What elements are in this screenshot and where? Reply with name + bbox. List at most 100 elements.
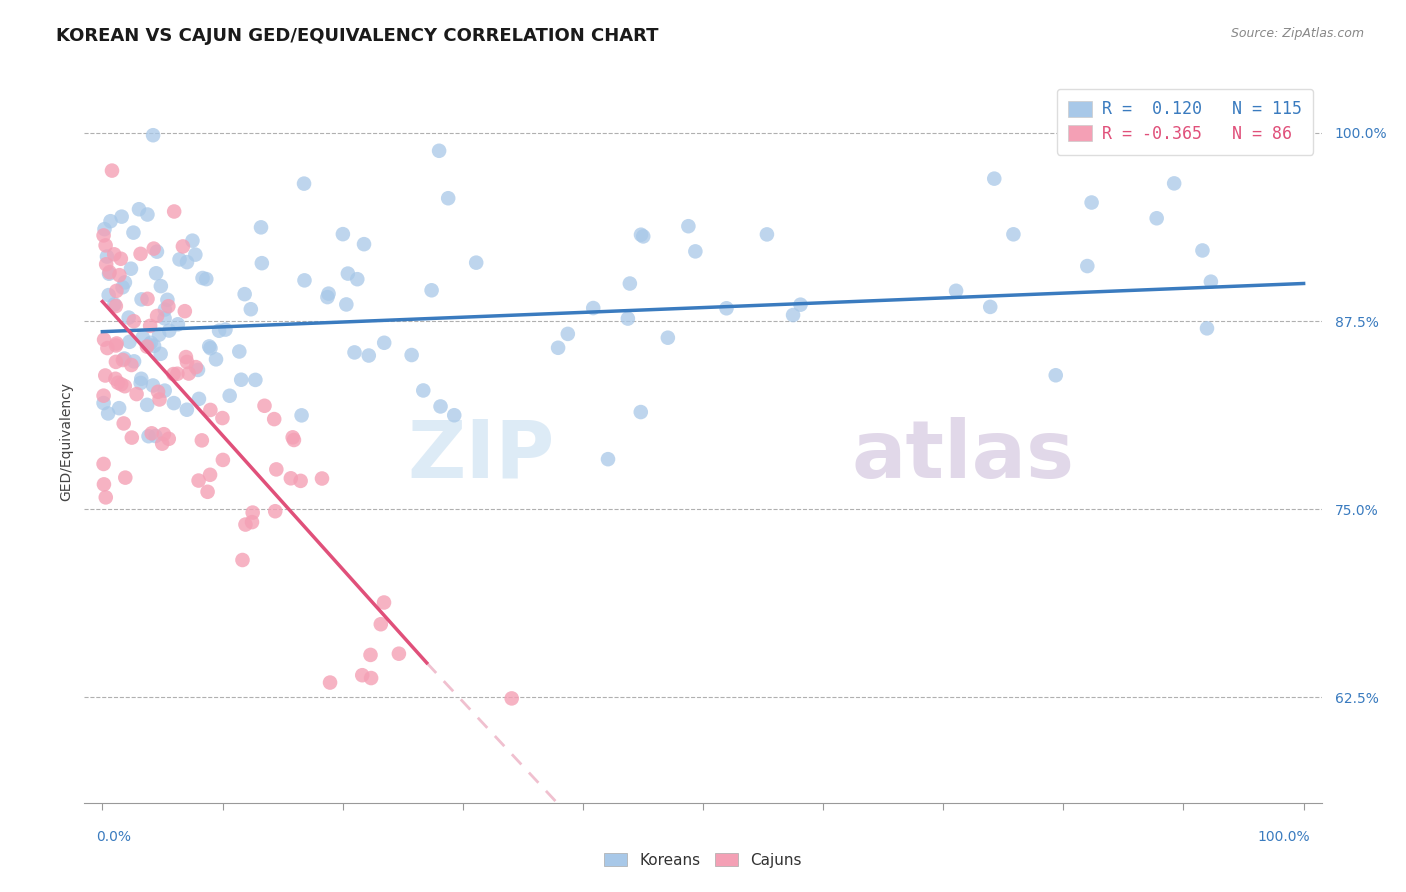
Point bbox=[176, 255, 198, 269]
Point bbox=[1146, 211, 1168, 226]
Point bbox=[630, 227, 652, 242]
Point bbox=[357, 349, 380, 363]
Point bbox=[461, 803, 484, 817]
Point bbox=[332, 227, 354, 241]
Point bbox=[427, 144, 450, 158]
Point bbox=[353, 237, 375, 252]
Point bbox=[97, 288, 120, 302]
Point bbox=[149, 279, 172, 293]
Point bbox=[93, 477, 115, 491]
Point bbox=[104, 372, 127, 386]
Point bbox=[218, 389, 240, 403]
Point bbox=[148, 327, 170, 342]
Point bbox=[191, 434, 214, 448]
Point bbox=[420, 283, 443, 297]
Point bbox=[1195, 321, 1218, 335]
Point bbox=[208, 324, 231, 338]
Point bbox=[104, 355, 127, 369]
Point bbox=[176, 402, 198, 417]
Point bbox=[142, 378, 165, 392]
Point bbox=[242, 506, 264, 520]
Point bbox=[104, 299, 127, 313]
Point bbox=[98, 265, 121, 279]
Point bbox=[685, 244, 707, 259]
Point bbox=[94, 368, 117, 383]
Point bbox=[93, 228, 115, 243]
Point bbox=[184, 247, 207, 261]
Point bbox=[292, 177, 315, 191]
Point bbox=[235, 517, 257, 532]
Point bbox=[198, 339, 221, 353]
Point bbox=[214, 322, 236, 336]
Point bbox=[162, 367, 184, 381]
Point bbox=[176, 355, 198, 369]
Point bbox=[187, 474, 209, 488]
Point bbox=[637, 803, 659, 817]
Point bbox=[352, 668, 374, 682]
Point bbox=[108, 401, 131, 416]
Point bbox=[716, 301, 738, 316]
Point bbox=[283, 433, 305, 447]
Point bbox=[803, 803, 825, 817]
Point bbox=[111, 353, 134, 368]
Point bbox=[1199, 275, 1222, 289]
Point bbox=[360, 671, 382, 685]
Point bbox=[782, 308, 804, 322]
Point bbox=[290, 474, 312, 488]
Point bbox=[316, 290, 339, 304]
Point bbox=[112, 351, 135, 366]
Point bbox=[122, 314, 145, 328]
Point bbox=[163, 396, 186, 410]
Point bbox=[233, 287, 256, 301]
Point bbox=[94, 491, 117, 505]
Point bbox=[172, 239, 194, 253]
Point bbox=[94, 238, 117, 252]
Point bbox=[138, 429, 160, 443]
Point bbox=[108, 268, 131, 282]
Point bbox=[319, 675, 342, 690]
Point bbox=[136, 340, 159, 354]
Point bbox=[412, 384, 434, 398]
Point bbox=[136, 292, 159, 306]
Point bbox=[131, 293, 153, 307]
Point bbox=[373, 335, 395, 350]
Point bbox=[373, 595, 395, 609]
Point bbox=[156, 293, 179, 307]
Point bbox=[111, 210, 134, 224]
Point bbox=[98, 267, 121, 281]
Point bbox=[617, 311, 640, 326]
Point bbox=[1002, 227, 1025, 242]
Point bbox=[294, 273, 316, 287]
Point bbox=[120, 261, 142, 276]
Point bbox=[93, 457, 115, 471]
Point bbox=[264, 504, 287, 518]
Point bbox=[657, 331, 679, 345]
Point bbox=[263, 412, 285, 426]
Point bbox=[96, 257, 118, 271]
Point bbox=[103, 247, 125, 261]
Point bbox=[110, 377, 132, 392]
Point bbox=[582, 301, 605, 315]
Point bbox=[212, 453, 235, 467]
Point bbox=[211, 411, 233, 425]
Point bbox=[177, 367, 200, 381]
Point bbox=[146, 384, 169, 399]
Point bbox=[145, 429, 167, 443]
Point bbox=[437, 191, 460, 205]
Point bbox=[157, 299, 180, 313]
Point bbox=[157, 324, 180, 338]
Point bbox=[195, 272, 218, 286]
Point bbox=[128, 202, 150, 217]
Legend: R =  0.120   N = 115, R = -0.365   N = 86: R = 0.120 N = 115, R = -0.365 N = 86 bbox=[1057, 88, 1313, 154]
Point bbox=[200, 403, 222, 417]
Point bbox=[346, 272, 368, 286]
Point bbox=[1045, 368, 1067, 383]
Point bbox=[111, 280, 134, 294]
Point bbox=[114, 379, 136, 393]
Point bbox=[240, 515, 263, 529]
Point bbox=[198, 467, 221, 482]
Point bbox=[136, 207, 159, 221]
Point bbox=[105, 338, 128, 352]
Point bbox=[188, 392, 211, 406]
Text: atlas: atlas bbox=[852, 417, 1074, 495]
